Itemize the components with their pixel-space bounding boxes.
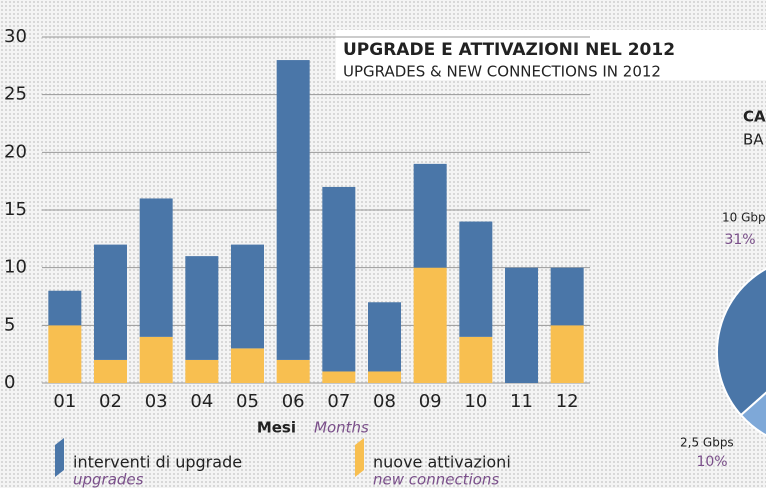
- x-tick-label: 08: [373, 391, 396, 412]
- bar-segment: [550, 325, 584, 383]
- slice-label: 2,5 Gbps: [680, 436, 734, 450]
- title-box: [336, 30, 766, 80]
- bar-segment: [550, 267, 584, 326]
- x-tick-label: 03: [145, 391, 168, 412]
- x-axis-label-en: Months: [314, 419, 369, 437]
- chart-title: UPGRADE E ATTIVAZIONI NEL 2012: [343, 40, 675, 60]
- legend-label-en: new connections: [373, 471, 499, 488]
- legend-label: nuove attivazioni: [373, 453, 511, 472]
- pie-slice: [739, 391, 766, 437]
- pie-title: CA: [743, 108, 766, 126]
- x-tick-label: 09: [419, 391, 442, 412]
- slice-value-label: 10%: [696, 454, 727, 470]
- bar-segment: [48, 325, 82, 383]
- bar-segment: [276, 359, 310, 383]
- x-tick-label: 05: [236, 391, 259, 412]
- bar-segment: [139, 198, 173, 337]
- bar-segment: [231, 348, 264, 383]
- x-tick-label: 12: [556, 391, 579, 412]
- bar-segment: [139, 336, 173, 383]
- bar-segment: [185, 256, 219, 360]
- y-tick-label: 10: [4, 257, 27, 278]
- bar-segment: [413, 163, 447, 268]
- chart-subtitle: UPGRADES & NEW CONNECTIONS IN 2012: [343, 63, 661, 81]
- bar-segment: [505, 267, 538, 383]
- x-tick-label: 11: [510, 391, 533, 412]
- bar-segment: [459, 221, 493, 337]
- pie-subtitle: BA: [743, 131, 764, 149]
- y-tick-label: 20: [4, 141, 27, 162]
- y-tick-label: 15: [4, 199, 27, 220]
- slice-label: 10 Gbps: [722, 211, 766, 225]
- bar-segment: [185, 359, 219, 383]
- legend-swatch: [355, 438, 364, 477]
- slice-value-label: 31%: [724, 232, 755, 248]
- bar-segment: [368, 371, 401, 383]
- bar-segment: [322, 186, 356, 372]
- bar-segment: [459, 336, 493, 383]
- bar-segment: [322, 371, 356, 383]
- legend-label: interventi di upgrade: [73, 453, 242, 472]
- x-tick-label: 07: [327, 391, 350, 412]
- bar-segment: [48, 290, 82, 326]
- x-tick-label: 01: [53, 391, 76, 412]
- x-axis-label: Mesi: [257, 419, 296, 437]
- bar-segment: [276, 60, 310, 360]
- bar-segment: [94, 359, 127, 383]
- legend-swatch: [55, 438, 64, 477]
- x-tick-label: 06: [282, 391, 305, 412]
- y-tick-label: 30: [4, 26, 27, 47]
- x-tick-label: 04: [190, 391, 213, 412]
- pie-slice: [716, 267, 766, 417]
- bar-segment: [94, 244, 127, 360]
- y-tick-label: 25: [4, 84, 27, 105]
- bar-segment: [231, 244, 264, 349]
- bar-segment: [368, 302, 401, 372]
- bar-segment: [413, 267, 447, 383]
- x-tick-label: 10: [464, 391, 487, 412]
- legend-label-en: upgrades: [73, 471, 144, 488]
- x-tick-label: 02: [99, 391, 122, 412]
- y-tick-label: 5: [4, 314, 15, 335]
- y-tick-label: 0: [4, 372, 15, 393]
